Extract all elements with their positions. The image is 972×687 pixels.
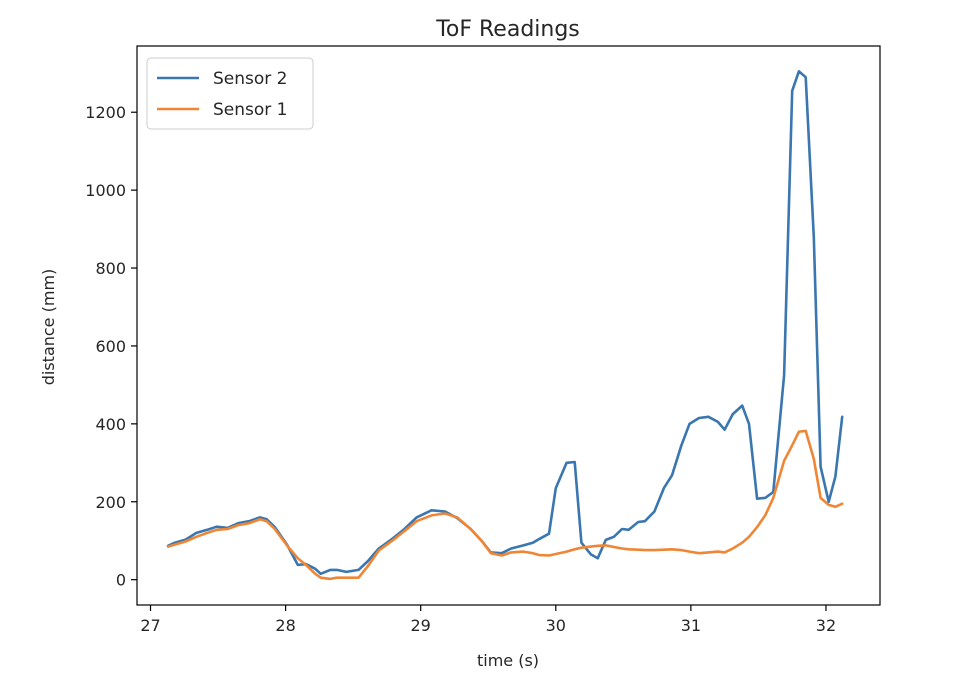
legend-box	[146, 57, 314, 130]
legend-label: Sensor 1	[213, 100, 288, 120]
y-tick-label: 1000	[85, 181, 126, 200]
chart-title: ToF Readings	[435, 17, 580, 42]
y-tick-label: 400	[95, 415, 126, 434]
y-axis-ticks: 0 200 400 600 800 1000 1200	[85, 103, 137, 590]
x-tick-label: 29	[411, 616, 431, 635]
series-line-2	[166, 429, 844, 581]
x-tick-label: 32	[816, 616, 836, 635]
legend: Sensor 2 Sensor 1	[146, 57, 314, 130]
x-tick-label: 31	[681, 616, 701, 635]
y-tick-label: 800	[95, 259, 126, 278]
x-tick-label: 27	[140, 616, 160, 635]
y-tick-label: 600	[95, 337, 126, 356]
x-tick-label: 28	[275, 616, 295, 635]
plot-frame	[136, 45, 881, 606]
x-tick-label: 30	[546, 616, 566, 635]
plot-area	[136, 45, 881, 606]
legend-label: Sensor 2	[213, 69, 288, 89]
y-tick-label: 200	[95, 493, 126, 512]
x-axis-ticks: 27 28 29 30 31 32	[140, 605, 836, 635]
y-axis-label: distance (mm)	[39, 269, 58, 386]
y-tick-label: 1200	[85, 103, 126, 122]
series-layer	[166, 70, 844, 581]
y-tick-label: 0	[116, 571, 126, 590]
x-axis-label: time (s)	[477, 651, 539, 670]
